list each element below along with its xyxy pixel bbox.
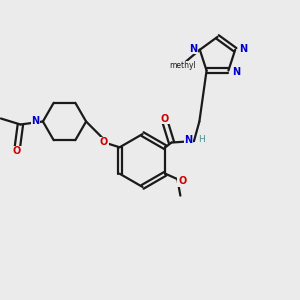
Text: N: N	[31, 116, 40, 126]
Text: O: O	[178, 176, 186, 187]
Text: O: O	[100, 137, 108, 147]
Text: N: N	[184, 135, 193, 145]
Text: N: N	[189, 44, 197, 54]
Text: O: O	[161, 113, 169, 124]
Text: O: O	[13, 146, 21, 157]
Text: N: N	[232, 67, 240, 77]
Text: N: N	[238, 44, 247, 54]
Text: methyl: methyl	[169, 61, 196, 70]
Text: H: H	[198, 135, 205, 144]
